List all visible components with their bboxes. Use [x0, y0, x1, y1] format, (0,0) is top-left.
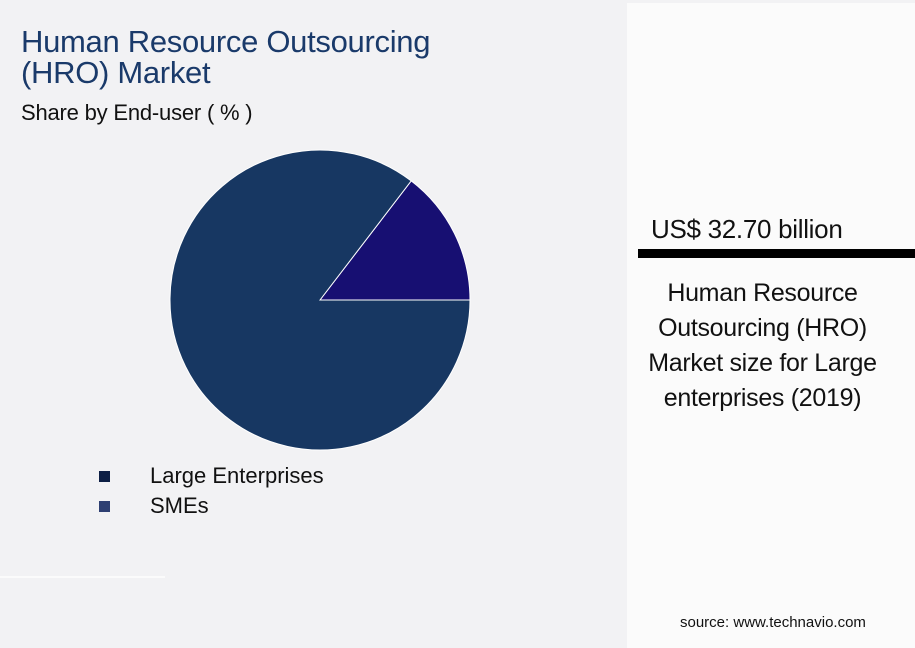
kpi-panel [627, 3, 915, 648]
legend: Large Enterprises SMEs [99, 461, 324, 521]
pie-chart [169, 149, 471, 451]
source-credit: source: www.technavio.com [680, 614, 866, 631]
pie-slice-smes [318, 180, 471, 301]
chart-subtitle: Share by End-user ( % ) [21, 100, 253, 125]
chart-title-line1: Human Resource Outsourcing [21, 24, 431, 59]
chart-title-line2: (HRO) Market [21, 55, 211, 90]
kpi-value: US$ 32.70 billion [651, 214, 843, 244]
legend-item-smes: SMEs [99, 491, 324, 521]
divider [0, 576, 165, 578]
legend-swatch-smes [99, 500, 110, 512]
chart-title: Human Resource Outsourcing (HRO) Market [21, 26, 430, 88]
legend-item-large-enterprises: Large Enterprises [99, 461, 324, 491]
legend-label: Large Enterprises [150, 463, 324, 488]
legend-swatch-large-enterprises [99, 470, 110, 482]
kpi-description: Human Resource Outsourcing (HRO) Market … [648, 279, 877, 412]
pie-slice-large-enterprises [169, 149, 471, 451]
legend-label: SMEs [150, 493, 209, 518]
kpi-divider [638, 249, 915, 258]
